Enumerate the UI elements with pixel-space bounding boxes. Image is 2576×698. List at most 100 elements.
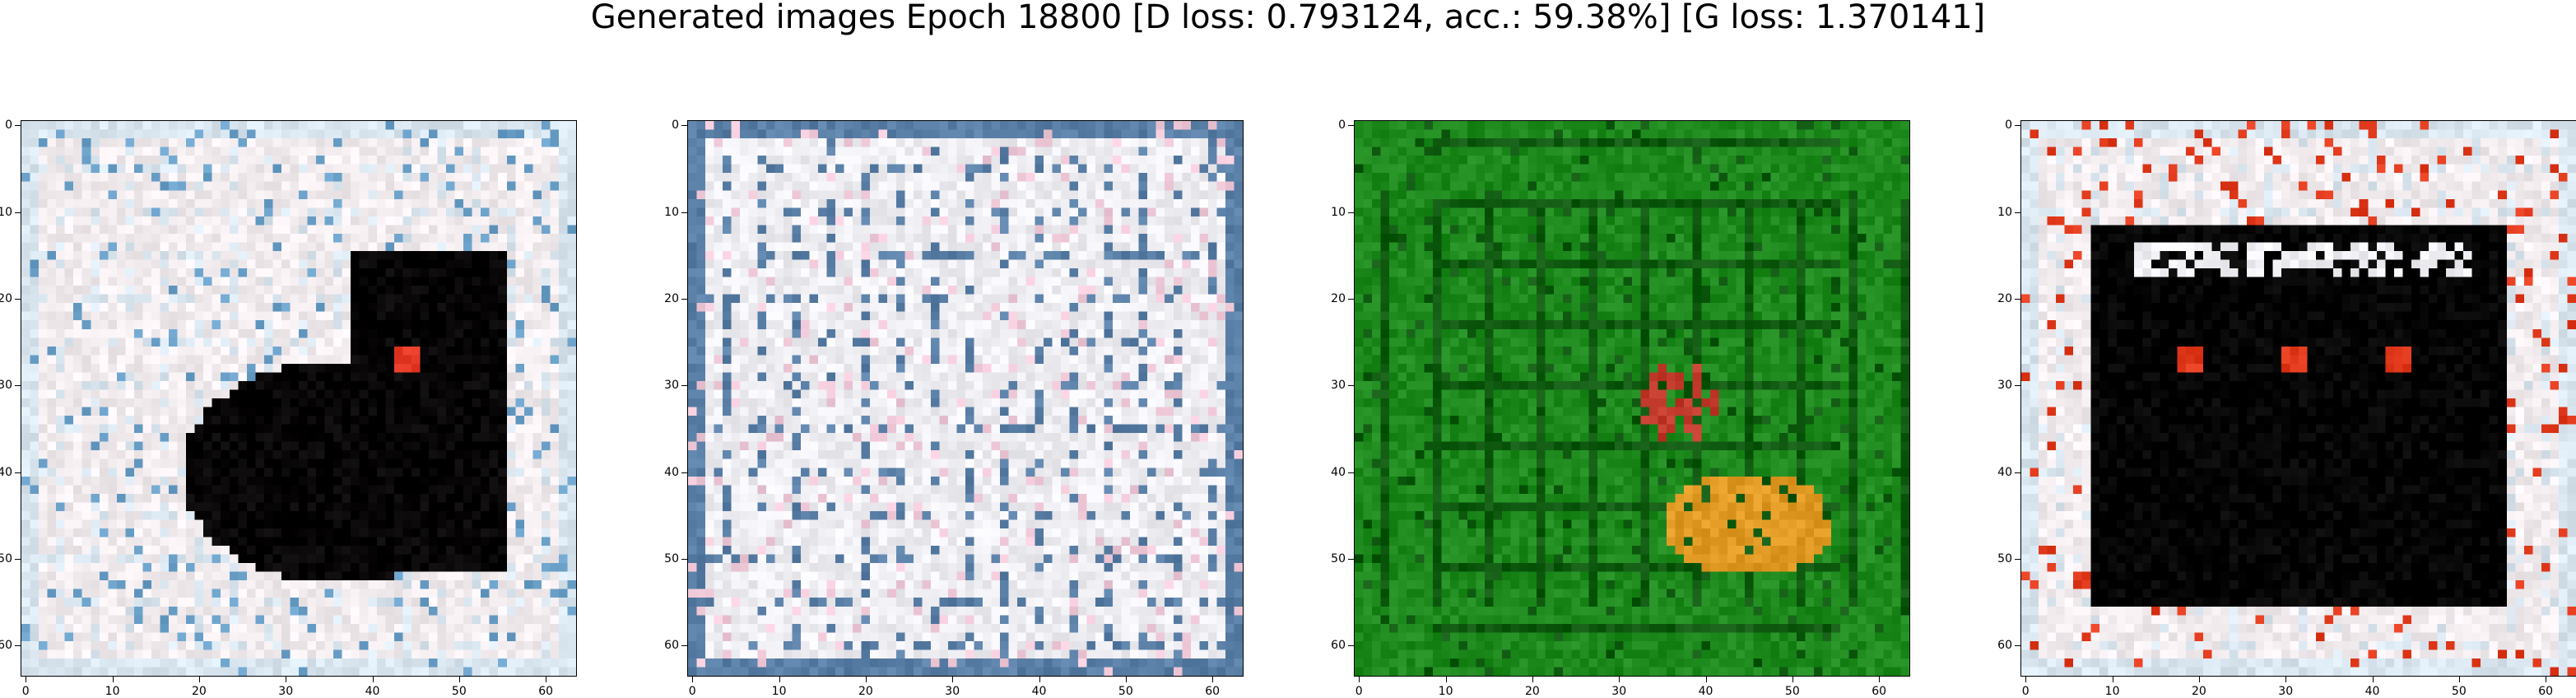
y-tick [2015, 645, 2020, 647]
y-tick-label: 50 [0, 551, 12, 565]
x-tick-label: 60 [1205, 685, 1221, 698]
figure-title: Generated images Epoch 18800 [D loss: 0.… [590, 0, 1986, 36]
y-tick [2015, 212, 2020, 213]
y-tick-label: 60 [0, 639, 12, 653]
y-tick-label: 10 [1331, 205, 1346, 219]
y-tick [2015, 298, 2020, 300]
x-tick-label: 0 [1355, 685, 1363, 698]
x-tick [1532, 677, 1533, 682]
x-tick-label: 30 [945, 685, 960, 698]
x-tick-label: 10 [105, 685, 120, 698]
y-tick-label: 0 [672, 119, 679, 133]
y-tick [1348, 125, 1354, 127]
x-tick-label: 10 [1438, 685, 1453, 698]
x-tick-label: 30 [1611, 685, 1627, 698]
x-tick [2025, 677, 2027, 682]
x-tick [1705, 677, 1707, 682]
y-tick-label: 60 [1331, 639, 1346, 653]
sample-panel-3: 0 10 20 30 40 50 60 0 10 20 30 40 50 60 [1331, 119, 1910, 698]
y-tick [15, 385, 21, 387]
x-tick-label: 60 [538, 685, 554, 698]
x-tick [2458, 677, 2460, 682]
x-tick-label: 10 [771, 685, 787, 698]
y-tick [681, 385, 687, 387]
y-tick [2015, 558, 2020, 560]
y-tick-label: 30 [1997, 379, 2012, 393]
y-tick-label: 50 [664, 551, 679, 565]
x-tick-label: 0 [2021, 685, 2030, 698]
x-tick-label: 40 [1698, 685, 1713, 698]
x-tick-label: 10 [2104, 685, 2120, 698]
x-tick-label: 30 [278, 685, 294, 698]
y-tick-label: 20 [1331, 291, 1346, 305]
y-tick [681, 645, 687, 647]
x-tick [2285, 677, 2287, 682]
generated-image-1 [21, 120, 577, 677]
y-tick [681, 472, 687, 473]
y-tick-label: 40 [0, 465, 12, 479]
x-tick-label: 50 [1784, 685, 1800, 698]
x-tick-label: 40 [1031, 685, 1047, 698]
y-tick-label: 30 [1331, 379, 1346, 393]
y-tick-label: 20 [1997, 291, 2012, 305]
generated-image-3 [1354, 120, 1910, 677]
y-tick-label: 20 [664, 291, 679, 305]
x-tick-label: 20 [858, 685, 873, 698]
x-tick-label: 60 [2538, 685, 2554, 698]
y-tick [15, 212, 21, 213]
y-tick-label: 60 [664, 639, 679, 653]
x-tick [112, 677, 114, 682]
y-tick-label: 0 [5, 119, 12, 133]
y-tick [1348, 385, 1354, 387]
y-tick [1348, 558, 1354, 560]
x-tick [692, 677, 694, 682]
y-tick [2015, 385, 2020, 387]
y-tick-label: 10 [1997, 205, 2012, 219]
y-tick-label: 30 [664, 379, 679, 393]
y-tick-label: 0 [1338, 119, 1346, 133]
y-tick-label: 60 [1997, 639, 2012, 653]
y-tick [1348, 298, 1354, 300]
y-tick [1348, 472, 1354, 473]
x-tick [1445, 677, 1447, 682]
x-tick [2198, 677, 2200, 682]
sample-panel-1: 0 10 20 30 40 50 60 0 10 20 30 40 50 60 [0, 119, 577, 698]
y-tick [681, 558, 687, 560]
x-tick [779, 677, 780, 682]
y-tick-label: 20 [0, 291, 12, 305]
x-tick-label: 0 [21, 685, 30, 698]
sample-panel-4: 0 10 20 30 40 50 60 0 10 20 30 40 50 60 [1997, 119, 2576, 698]
y-tick [2015, 125, 2020, 127]
x-tick-label: 20 [2191, 685, 2206, 698]
y-tick-label: 0 [2005, 119, 2012, 133]
y-tick [15, 472, 21, 473]
x-tick-label: 20 [1524, 685, 1540, 698]
y-tick [15, 125, 21, 127]
x-tick [198, 677, 200, 682]
x-tick-label: 40 [2364, 685, 2380, 698]
x-tick [952, 677, 954, 682]
y-tick [1348, 645, 1354, 647]
y-tick [2015, 472, 2020, 473]
x-tick-label: 60 [1872, 685, 1887, 698]
x-tick-label: 20 [191, 685, 207, 698]
y-tick-label: 10 [664, 205, 679, 219]
y-tick [681, 125, 687, 127]
x-tick-label: 50 [451, 685, 467, 698]
y-tick [681, 212, 687, 213]
x-tick [1125, 677, 1127, 682]
x-tick [1359, 677, 1360, 682]
x-tick-label: 40 [365, 685, 380, 698]
x-tick [2372, 677, 2374, 682]
x-tick-label: 0 [688, 685, 696, 698]
y-tick [15, 645, 21, 647]
x-tick-label: 30 [2278, 685, 2294, 698]
x-tick [372, 677, 374, 682]
y-tick [15, 298, 21, 300]
x-tick [1039, 677, 1040, 682]
x-tick-label: 50 [2451, 685, 2467, 698]
y-tick-label: 50 [1331, 551, 1346, 565]
y-tick-label: 50 [1997, 551, 2012, 565]
y-tick [15, 558, 21, 560]
y-tick-label: 40 [664, 465, 679, 479]
